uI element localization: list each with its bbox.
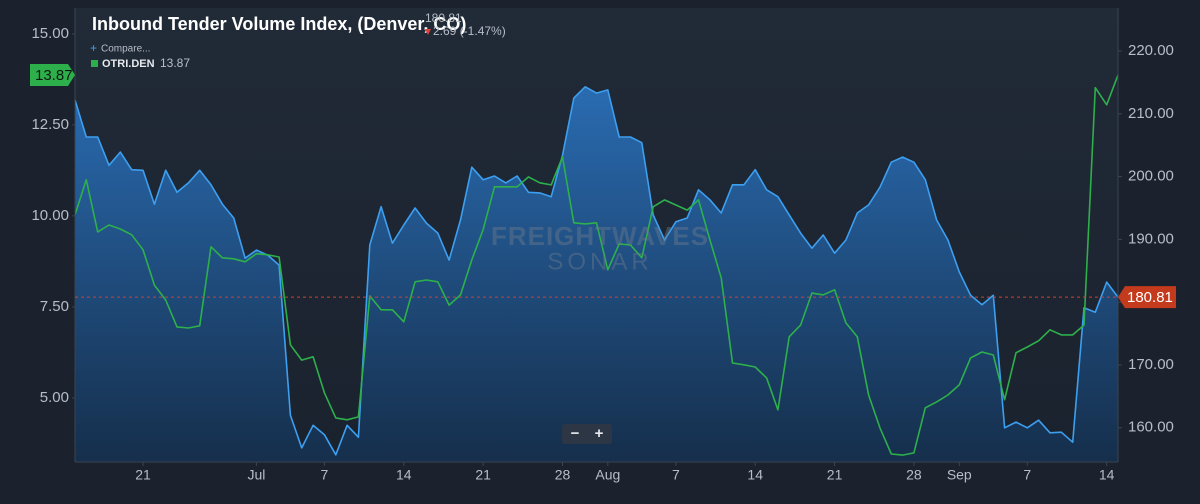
x-tick-label: 7 (1023, 467, 1031, 483)
zoom-panel (562, 424, 612, 444)
zoom-in[interactable]: + (595, 425, 604, 442)
zoom-out[interactable]: − (571, 425, 580, 442)
line (74, 86, 1119, 456)
y2-tick-label: 160.00 (1128, 419, 1174, 436)
x-tick-label: 14 (747, 467, 763, 483)
y-tick-label: 15.00 (31, 25, 69, 42)
current-value-badge (1118, 286, 1176, 309)
x-tick-label: 28 (906, 467, 922, 483)
chart-title: Inbound Tender Volume Index, (Denver, CO… (92, 14, 466, 34)
legend-label: OTRI.DEN (102, 58, 155, 70)
y2-tick-label: 220.00 (1128, 42, 1174, 59)
y-tick-label: 5.00 (40, 389, 69, 406)
legend-value: 13.87 (160, 56, 190, 70)
area (75, 86, 1118, 463)
x-tick-label: Jul (247, 467, 265, 483)
y-tick-label: 10.00 (31, 207, 69, 224)
last-value-label: 13.87 (35, 67, 73, 84)
y2-tick-label: 190.00 (1128, 230, 1174, 247)
y-tick-label: 7.50 (40, 298, 69, 315)
x-tick-label: 7 (672, 467, 680, 483)
header-value: 180.81 (425, 11, 462, 25)
x-tick-label: Aug (595, 467, 620, 483)
current-value-label: 180.81 (1127, 289, 1173, 306)
x-tick-label: 21 (135, 467, 151, 483)
y2-tick-label: 170.00 (1128, 356, 1174, 373)
y2-tick-label: 210.00 (1128, 105, 1174, 122)
x-tick-label: 7 (321, 467, 329, 483)
plot-layer (74, 74, 1119, 463)
x-tick-label: 28 (555, 467, 571, 483)
x-tick-label: Sep (947, 467, 972, 483)
watermark: FREIGHTWAVES (491, 221, 709, 251)
y2-tick-label: 200.00 (1128, 168, 1174, 185)
x-tick-label: 14 (1099, 467, 1115, 483)
x-tick-label: 14 (396, 467, 412, 483)
x-tick-label: 21 (827, 467, 843, 483)
change-arrow (425, 29, 431, 35)
legend-swatch (91, 60, 98, 67)
line (74, 74, 1119, 456)
compare-button[interactable]: Compare... (101, 44, 150, 55)
last-value-badge (30, 63, 75, 86)
header-change: 2.69 (-1.47%) (433, 24, 506, 38)
watermark: SONAR (547, 248, 652, 275)
compare-plus[interactable]: + (90, 41, 97, 55)
x-tick-label: 21 (475, 467, 491, 483)
y-tick-label: 12.50 (31, 116, 69, 133)
